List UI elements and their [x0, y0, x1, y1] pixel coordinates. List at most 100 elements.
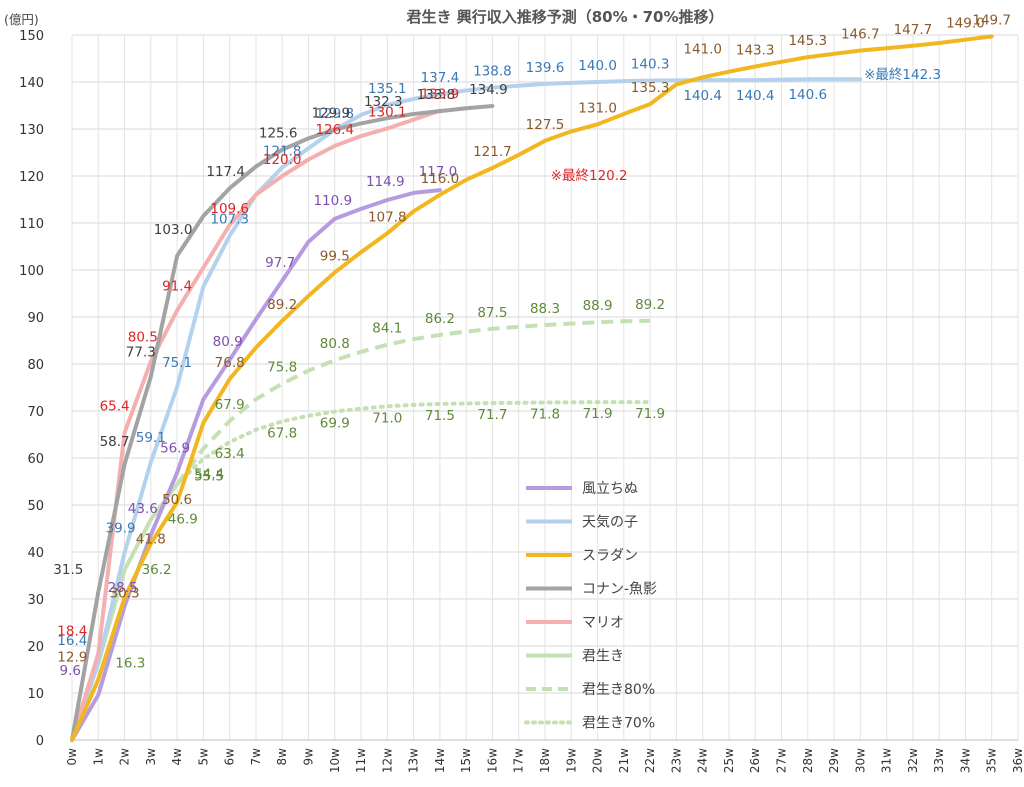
series-line-3: [70, 104, 495, 742]
x-tick-label: 24w: [696, 748, 710, 773]
x-tick-label: 14w: [433, 748, 447, 773]
data-label: 89.2: [635, 297, 665, 313]
data-label: 87.5: [477, 305, 507, 321]
legend-label: スラダン: [582, 548, 638, 564]
x-tick-label: 19w: [564, 748, 578, 773]
x-tick-label: 9w: [302, 748, 316, 766]
data-label: 50.6: [162, 492, 192, 508]
series-line-2: [70, 34, 994, 742]
data-label: 121.8: [263, 144, 302, 160]
series-line-1: [70, 77, 863, 742]
data-label: 137.4: [421, 70, 460, 86]
data-label: 131.0: [578, 100, 617, 116]
data-label: 88.9: [583, 298, 613, 314]
x-tick-label: 0w: [65, 748, 79, 766]
y-tick-label: 20: [27, 640, 44, 655]
x-tick-label: 31w: [880, 748, 894, 773]
data-label: 147.7: [894, 22, 933, 38]
data-label: 140.4: [736, 88, 775, 104]
series-lines: [70, 34, 994, 742]
x-tick-label: 11w: [354, 748, 368, 773]
y-tick-label: 150: [19, 29, 44, 44]
y-tick-label: 10: [27, 687, 44, 702]
legend-label: 天気の子: [582, 515, 638, 531]
data-label: 71.8: [530, 407, 560, 423]
data-label: 121.7: [473, 144, 512, 160]
x-tick-label: 28w: [801, 748, 815, 773]
data-label: 129.9: [311, 106, 350, 122]
x-tick-label: 22w: [643, 748, 657, 773]
data-label: 75.8: [267, 360, 297, 376]
data-label: 63.4: [215, 446, 245, 462]
x-tick-label: 8w: [275, 748, 289, 766]
data-label: 140.3: [631, 57, 670, 73]
series-note: ※最終142.3: [864, 67, 941, 83]
data-label: 69.9: [320, 416, 350, 432]
data-label: 145.3: [788, 33, 827, 49]
data-label: 18.4: [57, 624, 87, 640]
data-label: 12.9: [57, 649, 87, 665]
data-label: 76.8: [215, 355, 245, 371]
data-label: 30.3: [110, 586, 140, 602]
data-label: 71.7: [477, 407, 507, 423]
data-label: 36.2: [142, 562, 172, 578]
data-label: 88.3: [530, 301, 560, 317]
data-label: 149.7: [972, 12, 1011, 28]
x-tick-label: 16w: [485, 748, 499, 773]
data-label: 117.4: [206, 164, 245, 180]
data-label: 127.5: [526, 117, 565, 133]
y-tick-label: 60: [27, 452, 44, 467]
x-tick-label: 20w: [591, 748, 605, 773]
data-label: 140.4: [683, 88, 722, 104]
x-tick-label: 21w: [617, 748, 631, 773]
chart-title: 君生き 興行収入推移予測（80%・70%推移）: [406, 8, 723, 26]
data-label: 146.7: [841, 27, 880, 43]
x-tick-label: 18w: [538, 748, 552, 773]
data-label: 75.1: [162, 355, 192, 371]
data-label: 116.0: [421, 171, 460, 187]
data-label: 59.1: [136, 430, 166, 446]
x-tick-label: 13w: [407, 748, 421, 773]
x-tick-label: 7w: [249, 748, 263, 766]
data-label: 56.9: [160, 441, 190, 457]
data-label: 134.9: [469, 82, 508, 98]
x-tick-label: 1w: [91, 748, 105, 766]
y-tick-label: 80: [27, 358, 44, 373]
x-tick-label: 15w: [459, 748, 473, 773]
data-label: 117.0: [419, 164, 458, 180]
y-tick-label: 120: [19, 170, 44, 185]
y-tick-label: 0: [36, 734, 44, 749]
data-label: 133.8: [417, 87, 456, 103]
data-label: 80.9: [213, 334, 243, 350]
y-tick-label: 70: [27, 405, 44, 420]
x-tick-label: 23w: [669, 748, 683, 773]
data-label: 126.4: [315, 122, 354, 138]
data-label: 65.4: [100, 399, 130, 415]
y-tick-label: 30: [27, 593, 44, 608]
data-label: 139.6: [526, 60, 565, 76]
x-tick-label: 29w: [827, 748, 841, 773]
x-tick-label: 17w: [512, 748, 526, 773]
data-label: 16.3: [115, 655, 145, 671]
data-label: 141.0: [683, 41, 722, 57]
legend-label: 君生き80%: [582, 682, 655, 698]
series-line-4: [70, 108, 442, 742]
data-label: 129.8: [315, 106, 354, 122]
data-label: 110.9: [313, 193, 352, 209]
data-label: 9.6: [60, 663, 81, 679]
x-tick-label: 25w: [722, 748, 736, 773]
y-tick-label: 110: [19, 217, 44, 232]
data-label: 103.0: [154, 222, 193, 238]
data-labels: 9.6 28.5 43.6 56.9 80.9 97.7 110.9 114.9 117.0 16…: [53, 12, 1011, 679]
y-tick-label: 40: [27, 546, 44, 561]
data-label: 89.2: [267, 297, 297, 313]
data-label: 135.3: [631, 80, 670, 96]
legend-label: 君生き: [582, 649, 624, 665]
data-label: 71.9: [635, 406, 665, 422]
data-label: 43.6: [128, 501, 158, 517]
x-tick-label: 36w: [1011, 748, 1024, 773]
data-label: 54.4: [194, 466, 224, 482]
